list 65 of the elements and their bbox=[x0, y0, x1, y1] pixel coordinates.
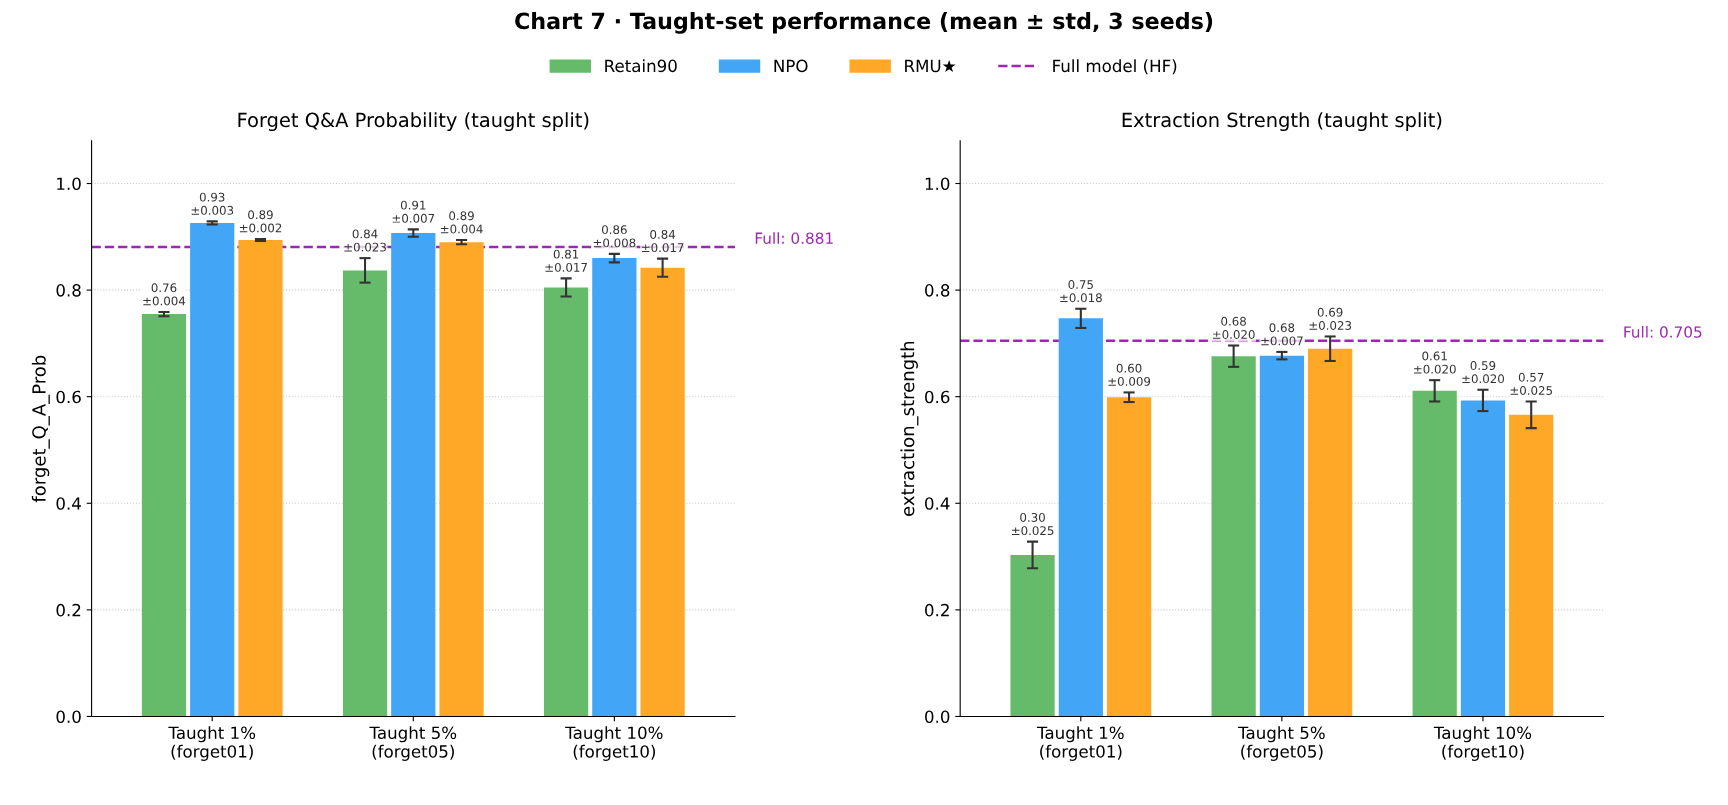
y-tick-label: 0.0 bbox=[56, 710, 81, 724]
bar bbox=[141, 314, 187, 717]
data-label: 0.60 ±0.009 bbox=[1108, 363, 1151, 386]
y-tick-label: 0.8 bbox=[925, 284, 950, 297]
data-label: 0.86 ±0.008 bbox=[593, 225, 636, 248]
ref-line-label: Full: 0.705 bbox=[1624, 325, 1702, 338]
y-tick-label: 0.6 bbox=[925, 390, 950, 404]
bar bbox=[1010, 554, 1055, 717]
y-tick-label: 0.2 bbox=[56, 603, 81, 617]
bar bbox=[1106, 397, 1152, 717]
data-label: 0.89 ±0.004 bbox=[440, 211, 483, 234]
bar bbox=[1412, 390, 1457, 717]
data-label: 0.69 ±0.023 bbox=[1309, 307, 1352, 330]
y-tick-label: 0.8 bbox=[56, 284, 81, 297]
x-tick-label: Taught 10% (forget10) bbox=[1433, 726, 1532, 761]
data-label: 0.59 ±0.020 bbox=[1462, 361, 1505, 384]
bar bbox=[391, 233, 436, 717]
y-tick-label: 1.0 bbox=[925, 177, 950, 191]
bar bbox=[1308, 348, 1353, 717]
text: Full model (HF) bbox=[1053, 59, 1177, 75]
legend-label: RMU★ bbox=[905, 59, 956, 73]
data-label: 0.89 ±0.002 bbox=[239, 210, 282, 233]
data-label: 0.68 ±0.020 bbox=[1213, 316, 1255, 339]
data-label: 0.68 ±0.007 bbox=[1261, 323, 1303, 346]
bar bbox=[342, 270, 388, 717]
ref-line-label: Full: 0.881 bbox=[755, 232, 833, 244]
bar bbox=[1460, 400, 1506, 717]
data-label: 0.81 ±0.017 bbox=[545, 249, 587, 272]
data-label: 0.84 ±0.023 bbox=[344, 229, 386, 252]
data-label: 0.61 ±0.020 bbox=[1414, 351, 1456, 374]
bar bbox=[1509, 414, 1554, 717]
bar bbox=[439, 242, 484, 717]
x-tick-label: Taught 5% (forget05) bbox=[369, 726, 457, 761]
data-label: 0.91 ±0.007 bbox=[392, 200, 435, 223]
x-tick-label: Taught 10% (forget10) bbox=[565, 726, 663, 761]
y-tick-label: 0.6 bbox=[56, 390, 81, 404]
data-label: 0.57 ±0.025 bbox=[1510, 372, 1553, 395]
x-tick-label: Taught 1% (forget01) bbox=[1036, 726, 1124, 761]
data-label: 0.84 ±0.017 bbox=[642, 229, 684, 253]
bar bbox=[543, 287, 589, 717]
chart-title: Extraction Strength (taught split) bbox=[1122, 112, 1442, 132]
data-label: 0.93 ±0.003 bbox=[191, 192, 234, 215]
legend-label: NPO bbox=[774, 59, 808, 73]
y-tick-label: 0.4 bbox=[56, 497, 81, 510]
data-label: 0.76 ±0.004 bbox=[143, 283, 186, 306]
bar bbox=[1058, 318, 1103, 717]
bar bbox=[1211, 356, 1256, 717]
bar bbox=[1259, 355, 1304, 717]
bar bbox=[640, 267, 685, 717]
x-tick-label: Taught 1% (forget01) bbox=[168, 726, 256, 761]
bar bbox=[592, 258, 637, 717]
y-tick-label: 0.0 bbox=[925, 710, 950, 724]
chart-title: Forget Q&A Probability (taught split) bbox=[238, 112, 589, 132]
caption: Chart 7 · Taught-set performance (mean ± std, 3 seeds) bbox=[515, 12, 1213, 34]
bar bbox=[238, 240, 283, 717]
y-tick-label: 0.2 bbox=[925, 603, 949, 617]
y-tick-label: 0.4 bbox=[925, 497, 950, 510]
y-axis-title: forget_Q_A_Prob bbox=[31, 355, 50, 503]
x-tick-label: Taught 5% (forget05) bbox=[1238, 726, 1325, 761]
y-tick-label: 1.0 bbox=[57, 177, 81, 191]
bar bbox=[190, 222, 235, 717]
legend-label: Retain90 bbox=[605, 59, 677, 73]
data-label: 0.75 ±0.018 bbox=[1060, 280, 1102, 303]
y-axis-title: extraction_strength bbox=[900, 341, 919, 516]
data-label: 0.30 ±0.025 bbox=[1011, 512, 1054, 536]
